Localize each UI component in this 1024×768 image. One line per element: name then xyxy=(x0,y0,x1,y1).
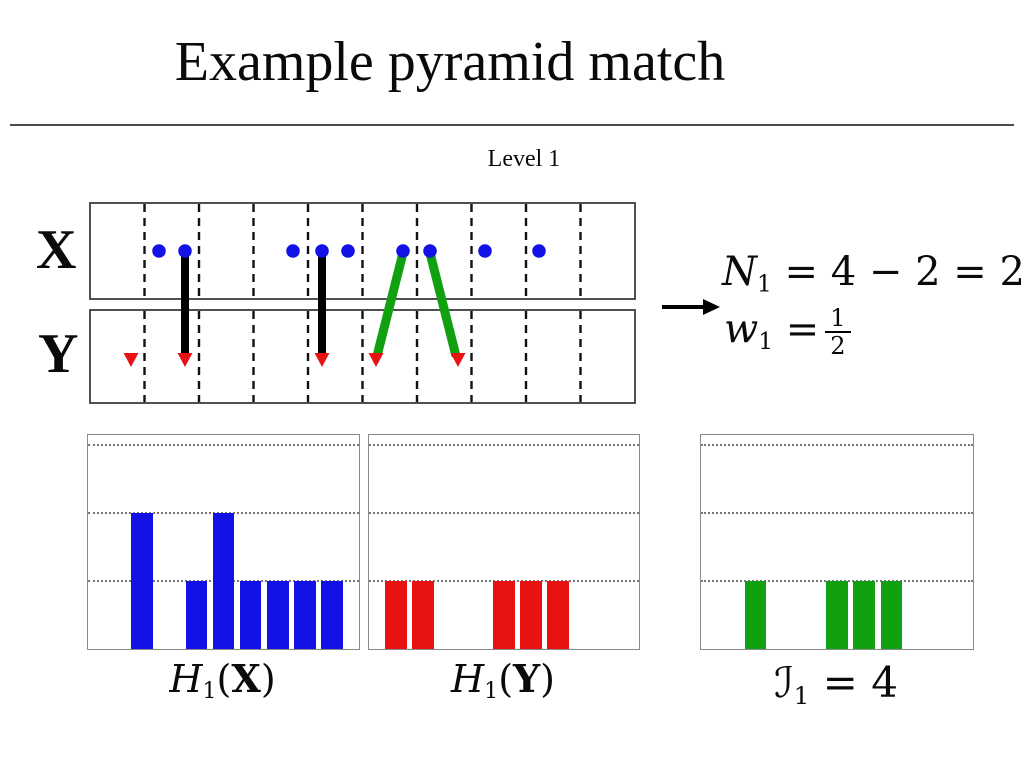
histogram-y-panel xyxy=(368,434,640,650)
equation-n1-var: N xyxy=(722,249,757,295)
equation-w1-eq: = xyxy=(785,306,820,353)
fraction-numerator: 1 xyxy=(825,306,851,334)
equation-w1-var: w xyxy=(724,306,759,353)
equation-w1-sub: 1 xyxy=(758,327,774,355)
intersection-value-label: ℐ1 = 4 xyxy=(774,658,898,710)
set-y-label: Y xyxy=(38,323,79,385)
page-title: Example pyramid match xyxy=(174,31,726,93)
set-x-label: X xyxy=(36,219,77,281)
equation-n1: N1 = 4 − 2 = 2 xyxy=(722,249,1024,296)
histogram-y-label: H1(Y) xyxy=(451,656,555,705)
histogram-intersection-panel xyxy=(700,434,974,650)
fraction-denominator: 2 xyxy=(830,332,846,361)
equation-n1-sub: 1 xyxy=(757,270,772,298)
title-underline xyxy=(10,124,1014,126)
script-I-symbol: ℐ xyxy=(774,658,794,707)
level-label: Level 1 xyxy=(487,146,561,172)
equation-n1-rhs: = 4 − 2 = 2 xyxy=(784,249,1024,295)
equation-w1: w1 = 1 2 xyxy=(724,306,851,359)
histogram-x-panel xyxy=(87,434,360,650)
histogram-x-label: H1(X) xyxy=(169,656,276,705)
